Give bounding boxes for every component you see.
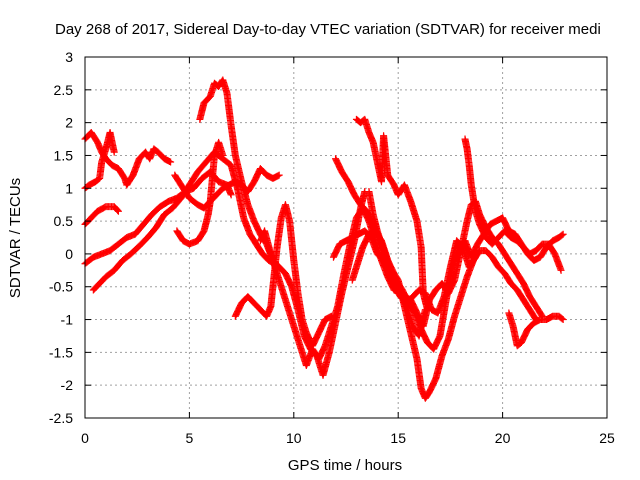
y-tick-label: -1.5 [49, 344, 73, 360]
data-point [219, 151, 227, 159]
series-trace-17 [365, 188, 479, 317]
plot-frame [84, 56, 608, 419]
data-point [557, 266, 565, 274]
series-trace-13 [352, 115, 431, 314]
x-tick-label: 5 [186, 430, 194, 446]
series-trace-16 [505, 309, 567, 350]
y-tick-labels: -2.5 -2 -1.5 -1 -0.5 0 0.5 1 1.5 2 2.5 3 [49, 49, 73, 426]
y-tick-label: -2 [61, 377, 74, 393]
data-point [471, 253, 479, 261]
x-tick-labels: 0 5 10 15 20 25 [81, 430, 615, 446]
x-axis-label: GPS time / hours [288, 457, 402, 474]
data-point [558, 231, 566, 239]
series-trace-3 [81, 203, 122, 228]
series-trace-15 [461, 135, 565, 274]
y-tick-label: 0.5 [54, 213, 74, 229]
y-tick-label: -2.5 [49, 410, 73, 426]
y-tick-label: 3 [65, 49, 73, 65]
data-point [558, 315, 566, 323]
y-tick-label: 1.5 [54, 147, 74, 163]
y-tick-label: 2.5 [54, 82, 74, 98]
data-point [559, 230, 567, 238]
data-point [110, 148, 118, 156]
data-point [114, 207, 122, 215]
data-point [167, 158, 175, 166]
data-point [559, 316, 567, 324]
y-tick-label: 2 [65, 115, 73, 131]
data-point [471, 254, 479, 262]
data-point [227, 191, 235, 199]
y-tick-label: -0.5 [49, 279, 73, 295]
series-trace-9 [231, 201, 335, 350]
x-tick-label: 25 [599, 430, 615, 446]
y-tick-label: 0 [65, 246, 73, 262]
axis-ticks [84, 56, 608, 419]
x-tick-label: 15 [390, 430, 406, 446]
series-trace-1 [81, 128, 175, 189]
x-tick-label: 10 [286, 430, 302, 446]
x-tick-label: 0 [81, 430, 89, 446]
chart-title: Day 268 of 2017, Sidereal Day-to-day VTE… [55, 21, 601, 38]
series-trace-7 [173, 138, 227, 248]
y-axis-label: SDTVAR / TECUs [7, 178, 24, 298]
data-point [275, 171, 283, 179]
y-tick-label: -1 [61, 312, 74, 328]
y-tick-label: 1 [65, 180, 73, 196]
data-point [114, 206, 122, 214]
grid [85, 57, 607, 418]
x-tick-label: 20 [495, 430, 511, 446]
series-trace-14 [348, 227, 540, 402]
data-marks [81, 76, 567, 402]
